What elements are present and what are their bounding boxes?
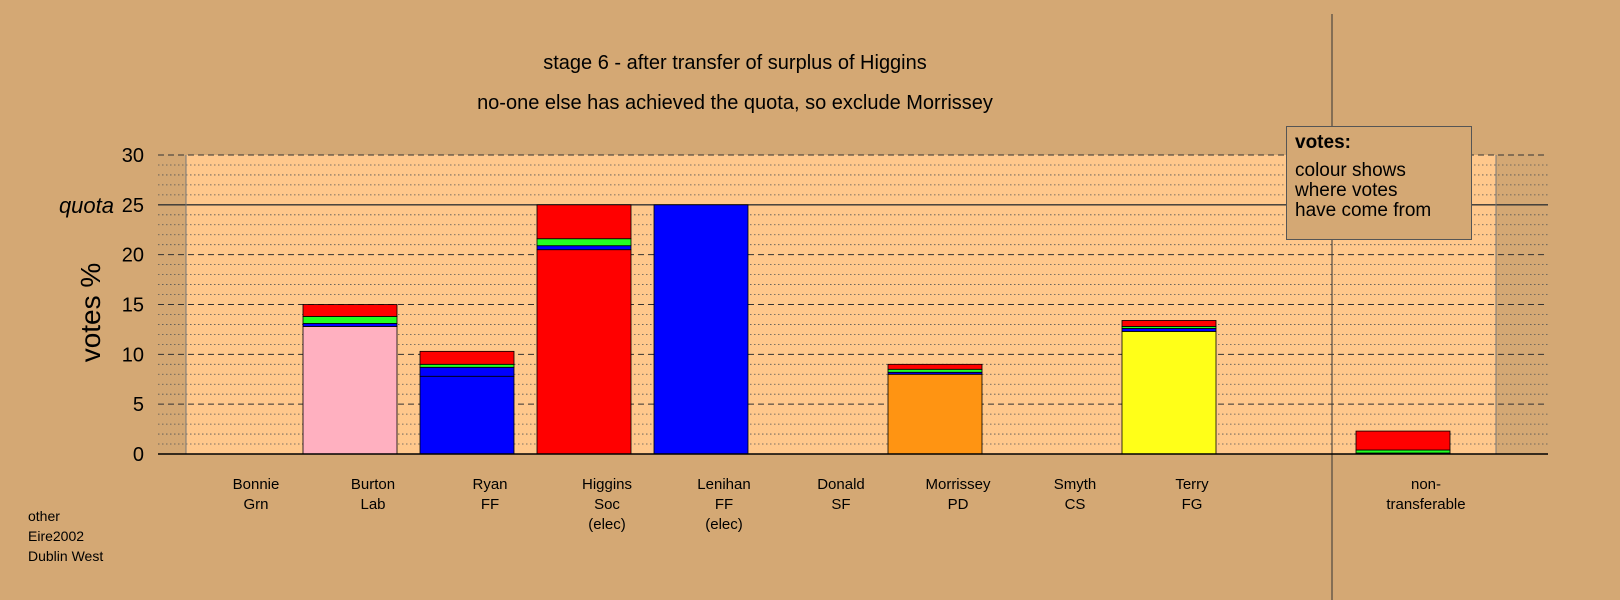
- bar-segment: [302, 326, 398, 455]
- category-label: CS: [1065, 496, 1086, 513]
- y-tick-label: 15: [122, 295, 144, 317]
- chart-title: stage 6 - after transfer of surplus of H…: [543, 52, 927, 74]
- category-label: Ryan: [472, 476, 507, 493]
- bar-segment: [419, 363, 515, 368]
- category-label: Soc: [594, 496, 620, 513]
- category-label: Burton: [351, 476, 395, 493]
- y-tick-label: 25: [122, 195, 144, 217]
- category-label: FG: [1182, 496, 1203, 513]
- bar-segment: [419, 375, 515, 455]
- category-label: Lenihan: [697, 476, 750, 493]
- y-tick-label: 0: [133, 444, 144, 466]
- y-tick-label: 5: [133, 394, 144, 416]
- chart-subtitle: no-one else has achieved the quota, so e…: [477, 92, 993, 114]
- category-label: FF: [481, 496, 499, 513]
- category-label: Lab: [360, 496, 385, 513]
- category-label: PD: [948, 496, 969, 513]
- bar-segment: [887, 363, 983, 370]
- source-line: Dublin West: [28, 548, 104, 564]
- bar-segment: [1121, 320, 1217, 327]
- category-label: Higgins: [582, 476, 632, 493]
- category-label: Terry: [1175, 476, 1209, 493]
- category-label: non-: [1411, 476, 1441, 493]
- source-note: other Eire2002 Dublin West: [28, 506, 103, 566]
- category-label: Grn: [243, 496, 268, 513]
- bar-segment: [1121, 328, 1217, 332]
- category-label: transferable: [1386, 496, 1465, 513]
- y-axis-label: votes %: [75, 263, 106, 363]
- category-label: Smyth: [1054, 476, 1097, 493]
- y-tick-label: 30: [122, 145, 144, 167]
- legend-line: colour shows: [1295, 160, 1406, 181]
- category-label: Bonnie: [233, 476, 280, 493]
- bar-segment: [536, 245, 632, 251]
- bar-segment: [302, 323, 398, 327]
- legend-line: where votes: [1295, 180, 1398, 201]
- source-line: Eire2002: [28, 528, 85, 544]
- bar-segment: [536, 249, 632, 455]
- bar-segment: [302, 316, 398, 324]
- bar-segment: [1121, 331, 1217, 455]
- bar-segment: [653, 204, 749, 455]
- category-label: Morrissey: [925, 476, 991, 493]
- source-line: other: [28, 508, 60, 524]
- category-label: SF: [831, 496, 850, 513]
- bar-segment: [536, 204, 632, 240]
- category-label: (elec): [705, 516, 743, 533]
- category-label: FF: [715, 496, 733, 513]
- bar-segment: [302, 304, 398, 317]
- bar-segment: [887, 373, 983, 455]
- bar-segment: [1355, 449, 1451, 454]
- category-label: (elec): [588, 516, 626, 533]
- category-label: Donald: [817, 476, 865, 493]
- legend-title: votes:: [1295, 132, 1351, 153]
- bar-segment: [536, 238, 632, 247]
- bar-segment: [419, 366, 515, 377]
- legend-line: have come from: [1295, 200, 1432, 221]
- quota-label: quota: [59, 193, 114, 218]
- y-tick-label: 10: [122, 344, 144, 366]
- bar-segment: [419, 350, 515, 365]
- legend-box: votes: colour shows where votes have com…: [1286, 126, 1472, 240]
- bar-segment: [1355, 430, 1451, 451]
- y-tick-label: 20: [122, 245, 144, 267]
- bar-segment: [887, 368, 983, 373]
